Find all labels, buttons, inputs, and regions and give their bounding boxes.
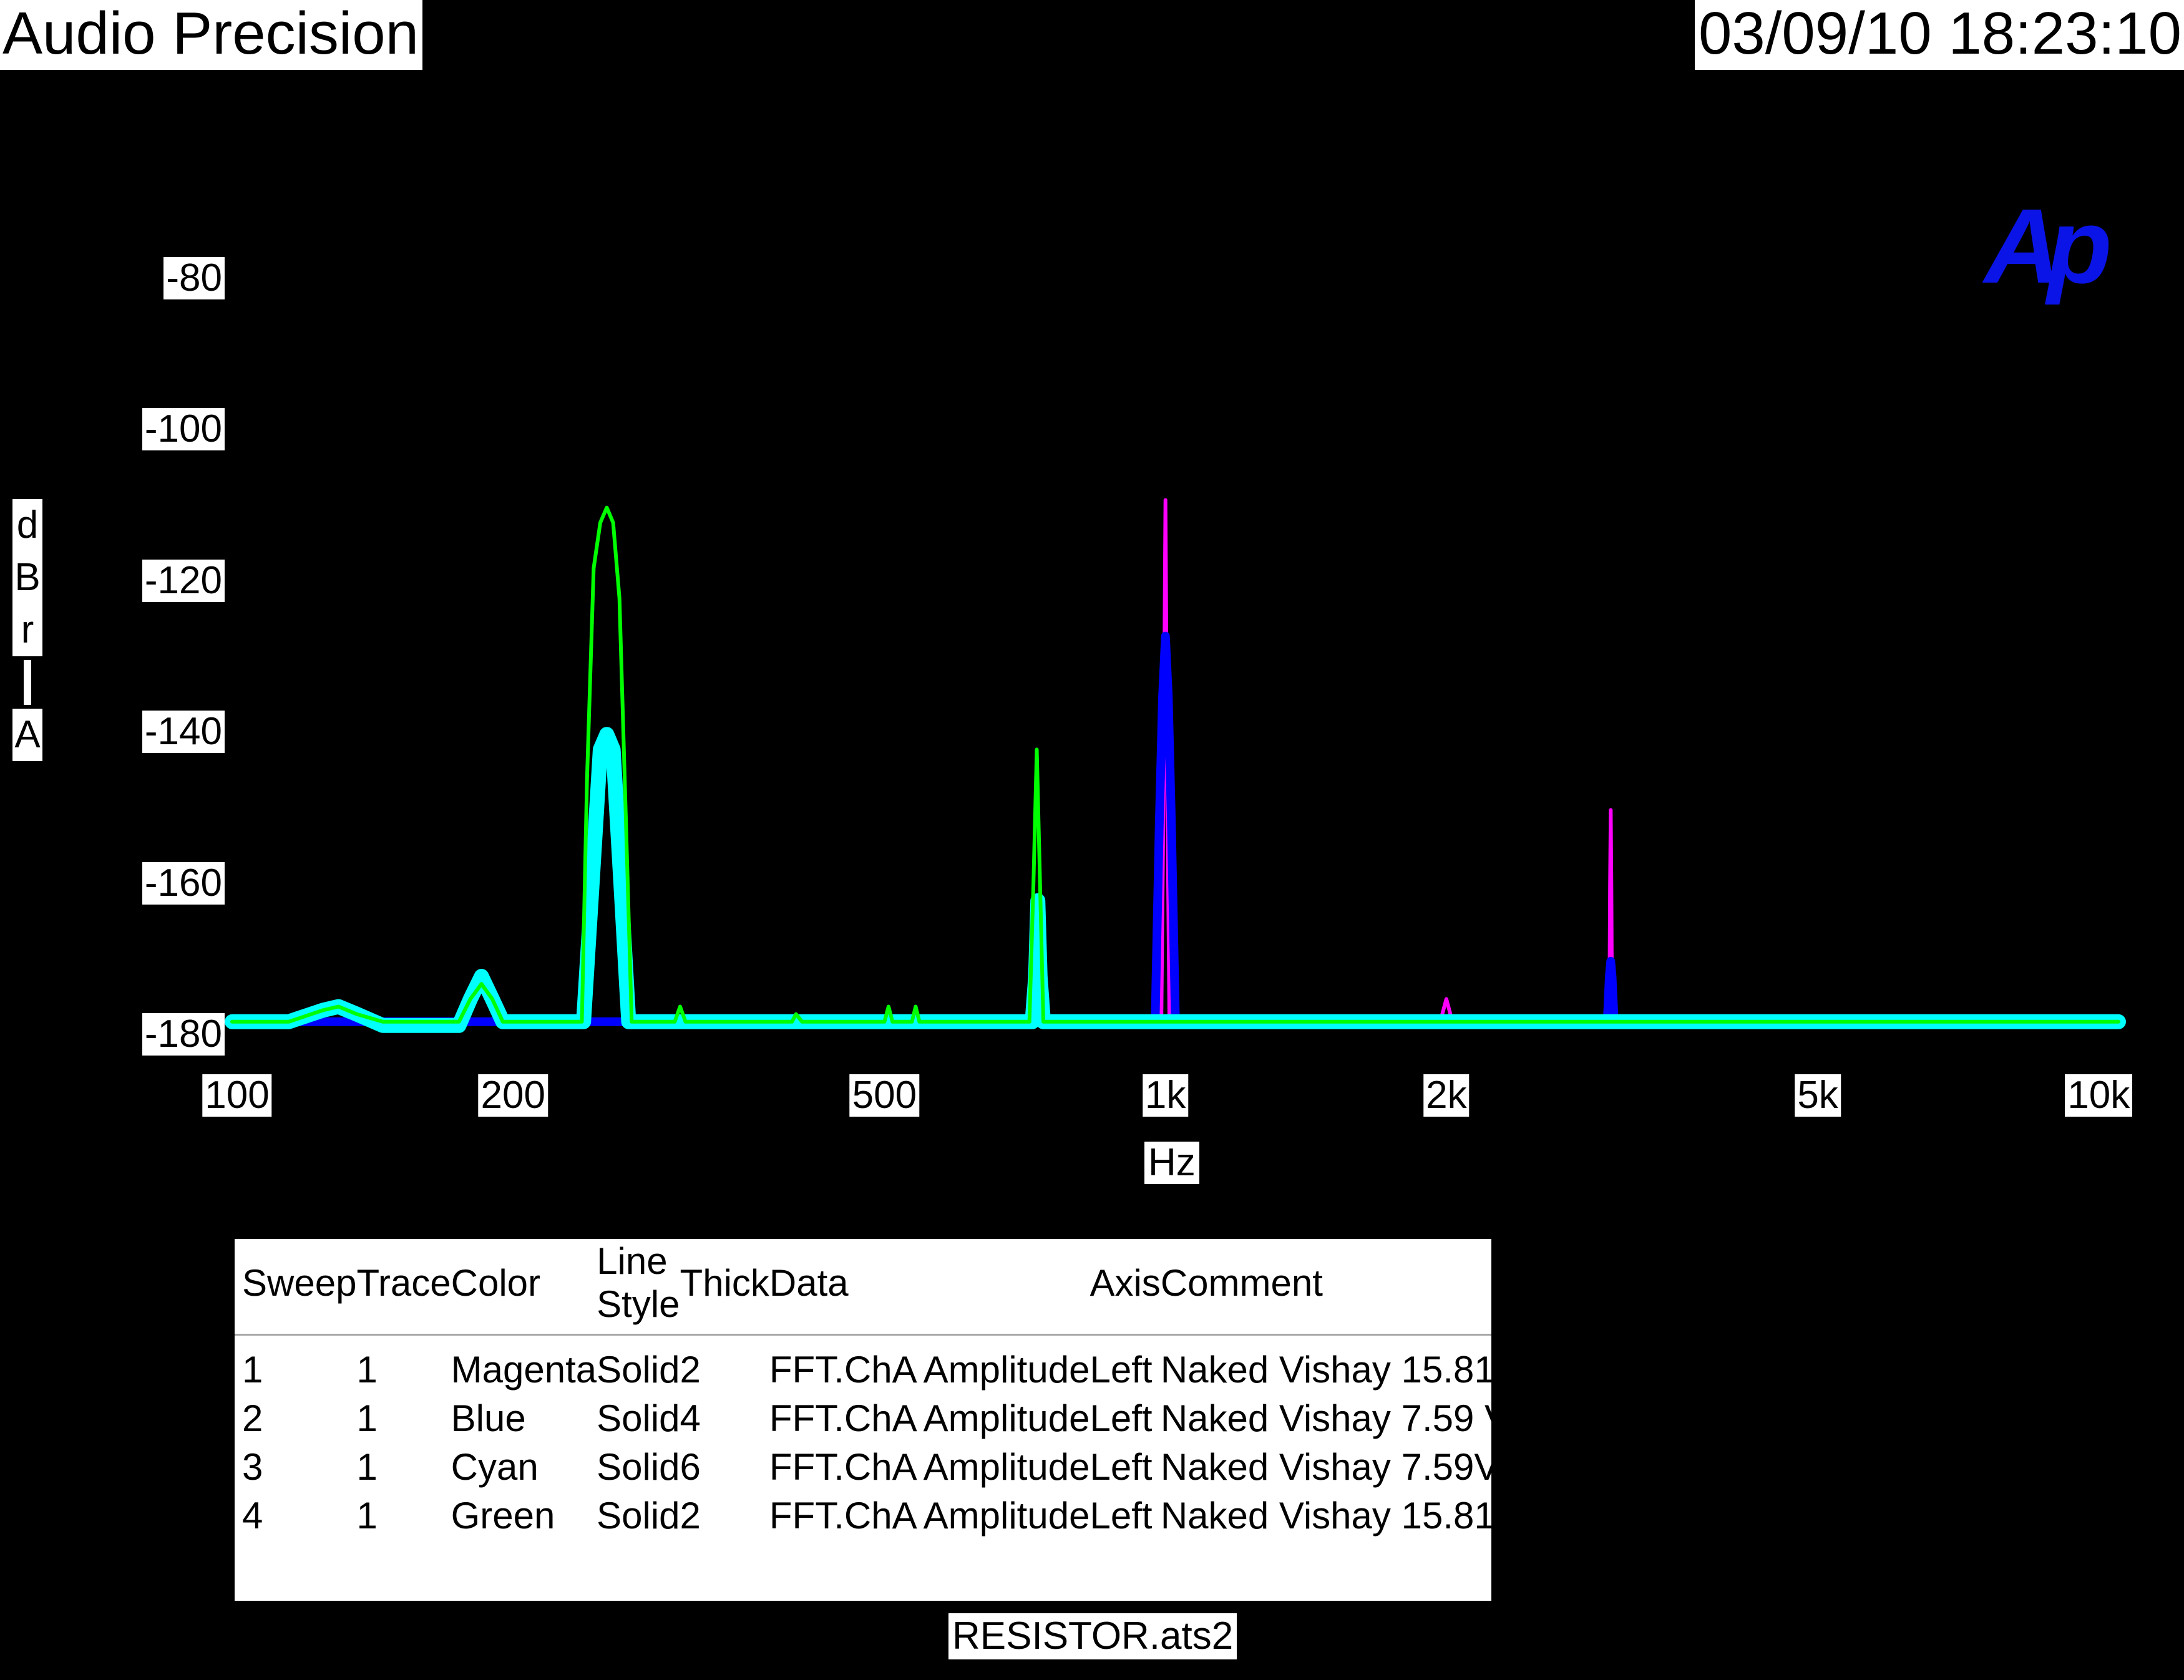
legend-cell: Cyan	[451, 1445, 539, 1488]
legend-row: 2 1 Blue Solid 4 FFT.ChA Amplitude Left Naked V…	[235, 1394, 1491, 1442]
legend-header-cell: Color	[451, 1261, 541, 1304]
legend-cell: Naked Vishay 7.59V 4 to 1 250l	[1160, 1445, 1491, 1488]
legend-cell: FFT.ChA Amplitude	[769, 1348, 1090, 1391]
legend-cell: 3	[242, 1445, 263, 1488]
legend-cell: Naked Vishay 15.81 V 4 to 1 1K	[1160, 1348, 1491, 1391]
legend-header-cell: Line Style	[597, 1240, 680, 1325]
y-tick-label: -80	[163, 257, 225, 299]
y-axis-label-spacer	[24, 660, 31, 705]
legend-cell: 4	[680, 1397, 701, 1439]
series-line-2	[228, 631, 2123, 1026]
legend-cell: 1	[356, 1494, 378, 1537]
x-axis-label: Hz	[1144, 1142, 1199, 1184]
legend-cell: Naked Vishay 7.59 V 4 to 1 1Kh	[1160, 1397, 1491, 1439]
legend-cell: 1	[242, 1348, 263, 1391]
legend-cell: Solid	[597, 1348, 680, 1391]
legend-row: 3 1 Cyan Solid 6 FFT.ChA Amplitude Left Naked V…	[235, 1442, 1491, 1491]
legend-header-cell: Data	[769, 1261, 849, 1304]
legend-header-cell: Trace	[356, 1261, 451, 1304]
y-tick-label: -180	[142, 1013, 225, 1056]
legend-cell: Solid	[597, 1445, 680, 1488]
legend-cell: 1	[356, 1348, 378, 1391]
legend-cell: Naked Vishay 15.81V 4 to 1 250	[1160, 1494, 1491, 1537]
y-tick-label: -160	[142, 862, 225, 905]
legend-row: 4 1 Green Solid 2 FFT.ChA Amplitude Left Naked …	[235, 1491, 1491, 1540]
x-tick-label: 500	[849, 1074, 920, 1117]
legend-header-cell: Thick	[680, 1261, 769, 1304]
y-tick-label: -120	[142, 559, 225, 602]
legend-header-cell: Axis	[1090, 1261, 1161, 1304]
legend-cell: Left	[1090, 1494, 1153, 1537]
x-tick-label: 200	[478, 1074, 548, 1117]
legend-header-cell: Comment	[1160, 1261, 1323, 1304]
legend-cell: 2	[242, 1397, 263, 1439]
x-tick-label: 5k	[1795, 1074, 1841, 1117]
legend-cell: 2	[680, 1494, 701, 1537]
x-tick-label: 2k	[1423, 1074, 1470, 1117]
legend-row: 1 1 Magenta Solid 2 FFT.ChA Amplitude Left Nake…	[235, 1326, 1491, 1394]
y-axis-label-letter	[12, 656, 42, 709]
y-tick-label: -100	[142, 408, 225, 451]
y-axis-label-letter: r	[21, 608, 34, 651]
y-axis-label-letter: d	[16, 503, 39, 546]
legend-cell: FFT.ChA Amplitude	[769, 1445, 1090, 1488]
header-title: Audio Precision	[0, 0, 423, 70]
legend-cell: Solid	[597, 1494, 680, 1537]
legend-cell: 4	[242, 1494, 263, 1537]
legend-cell: Magenta	[451, 1348, 597, 1391]
y-tick-label: -140	[142, 711, 225, 754]
x-tick-label: 100	[202, 1074, 272, 1117]
legend-table: Sweep Trace Color Line Style Thick Data Axis Co…	[235, 1239, 1491, 1601]
x-tick-label: 10k	[2065, 1074, 2133, 1117]
header-datetime: 03/09/10 18:23:10	[1694, 0, 2184, 70]
legend-cell: Left	[1090, 1348, 1153, 1391]
legend-header-divider	[235, 1334, 1491, 1336]
legend-header-row: Sweep Trace Color Line Style Thick Data Axis Co…	[235, 1239, 1491, 1326]
series-line-4	[230, 505, 2120, 1024]
ap-logo: Ap	[1984, 187, 2112, 306]
legend-cell: 1	[356, 1397, 378, 1439]
legend-cell: Left	[1090, 1445, 1153, 1488]
footer-filename: RESISTOR.ats2	[948, 1613, 1237, 1659]
legend-cell: FFT.ChA Amplitude	[769, 1494, 1090, 1537]
legend-header-cell: Sweep	[242, 1261, 357, 1304]
y-axis-label-letter: A	[14, 713, 41, 756]
legend-cell: Blue	[451, 1397, 526, 1439]
legend-cell: Solid	[597, 1397, 680, 1439]
legend-cell: 6	[680, 1445, 701, 1488]
legend-cell: Green	[451, 1494, 555, 1537]
legend-cell: 2	[680, 1348, 701, 1391]
x-tick-label: 1k	[1142, 1074, 1189, 1117]
y-axis-label-letter: B	[14, 556, 41, 599]
legend-cell: FFT.ChA Amplitude	[769, 1397, 1090, 1439]
legend-cell: Left	[1090, 1397, 1153, 1439]
legend-cell: 1	[356, 1445, 378, 1488]
